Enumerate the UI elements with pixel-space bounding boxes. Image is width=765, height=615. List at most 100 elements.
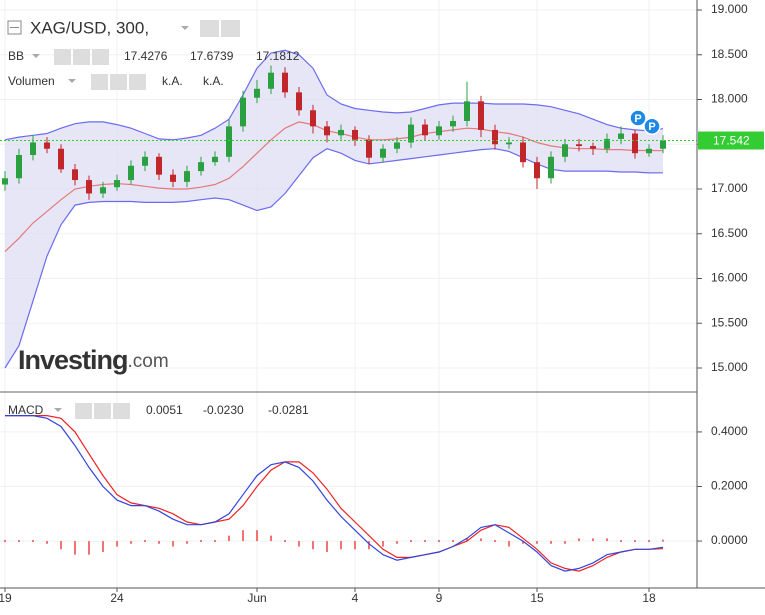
bb-readout: 17.6739 bbox=[190, 49, 234, 63]
candle-body bbox=[128, 165, 134, 181]
candle-body bbox=[100, 187, 106, 194]
candle-body bbox=[520, 142, 526, 163]
y-tick-label: 18.500 bbox=[711, 47, 748, 61]
event-marker bbox=[643, 117, 661, 136]
candle-body bbox=[478, 101, 484, 130]
candle-body bbox=[450, 120, 456, 127]
bb-readout: 17.1812 bbox=[256, 49, 300, 63]
histogram-bar bbox=[186, 541, 188, 544]
histogram-bar bbox=[326, 541, 328, 552]
eye-icon[interactable] bbox=[54, 49, 71, 65]
histogram-bar bbox=[200, 540, 202, 543]
settings-icon[interactable] bbox=[221, 20, 240, 37]
y-tick-label: 16.000 bbox=[711, 271, 748, 285]
histogram-bar bbox=[396, 541, 398, 544]
candle-body bbox=[156, 156, 162, 175]
eye-icon[interactable] bbox=[200, 20, 219, 37]
x-tick-label: 4 bbox=[352, 591, 359, 605]
histogram-bar bbox=[102, 541, 104, 552]
macd-readout: 0.0051 bbox=[146, 403, 183, 417]
histogram-bar bbox=[508, 541, 510, 547]
histogram-bar bbox=[242, 530, 244, 542]
dropdown-arrow[interactable] bbox=[32, 54, 40, 58]
candle-body bbox=[604, 138, 610, 149]
candle-body bbox=[436, 126, 442, 136]
histogram-bar bbox=[494, 540, 496, 543]
candle-body bbox=[30, 142, 36, 155]
y-tick-label: 15.500 bbox=[711, 315, 748, 329]
histogram-bar bbox=[410, 540, 412, 543]
histogram-bar bbox=[564, 541, 566, 544]
histogram-bar bbox=[354, 541, 356, 550]
histogram-bar bbox=[522, 541, 524, 544]
histogram-bar bbox=[662, 539, 664, 542]
close-icon[interactable] bbox=[113, 403, 130, 419]
dropdown-arrow[interactable] bbox=[54, 408, 62, 412]
candle-body bbox=[44, 142, 50, 149]
close-icon[interactable] bbox=[92, 49, 109, 65]
x-tick-label: 24 bbox=[110, 591, 124, 605]
candle-body bbox=[296, 92, 302, 111]
candle-body bbox=[198, 162, 204, 172]
candle-body bbox=[632, 133, 638, 154]
y-tick-label: 18.000 bbox=[711, 92, 748, 106]
candle-body bbox=[618, 133, 624, 139]
y-tick-label: 15.000 bbox=[711, 360, 748, 374]
dropdown-arrow[interactable] bbox=[68, 79, 76, 83]
y-tick-label: 19.000 bbox=[711, 2, 748, 16]
histogram-bar bbox=[18, 540, 20, 543]
candle-body bbox=[352, 129, 358, 140]
candle-body bbox=[380, 148, 386, 158]
candle-body bbox=[338, 129, 344, 136]
x-tick-label: Jun bbox=[247, 591, 266, 605]
collapse-icon[interactable] bbox=[7, 20, 22, 35]
last-price-tag bbox=[698, 131, 764, 150]
histogram-bar bbox=[74, 541, 76, 555]
last-price-label: 17.542 bbox=[713, 134, 750, 148]
candle-body bbox=[506, 142, 512, 145]
histogram-bar bbox=[312, 541, 314, 550]
x-tick-label: 9 bbox=[436, 591, 443, 605]
candle-body bbox=[646, 148, 652, 154]
close-icon[interactable] bbox=[129, 74, 146, 90]
histogram-bar bbox=[4, 540, 6, 543]
y-tick-label: 0.4000 bbox=[711, 424, 748, 438]
candle-body bbox=[86, 180, 92, 194]
candle-body bbox=[142, 156, 148, 166]
candle-body bbox=[2, 178, 8, 185]
candle-body bbox=[366, 139, 372, 158]
macd-readout: -0.0230 bbox=[203, 403, 244, 417]
macd-label: MACD bbox=[8, 403, 44, 417]
histogram-bar bbox=[466, 538, 468, 542]
candle-body bbox=[114, 180, 120, 188]
candle-body bbox=[464, 101, 470, 121]
y-tick-label: 0.0000 bbox=[711, 533, 748, 547]
band-upper bbox=[4, 49, 664, 141]
volume-readout: k.A. bbox=[162, 74, 183, 88]
macd-line bbox=[5, 415, 664, 572]
candle-body bbox=[422, 124, 428, 136]
histogram-bar bbox=[480, 538, 482, 542]
eye-icon[interactable] bbox=[91, 74, 108, 90]
dropdown-arrow[interactable] bbox=[181, 26, 189, 30]
histogram-bar bbox=[382, 541, 384, 547]
x-tick-label: 19 bbox=[0, 591, 12, 605]
settings-icon[interactable] bbox=[73, 49, 90, 65]
settings-icon[interactable] bbox=[94, 403, 111, 419]
histogram-bar bbox=[606, 538, 608, 542]
candle-body bbox=[282, 72, 288, 93]
candle-body bbox=[184, 171, 190, 182]
histogram-bar bbox=[88, 541, 90, 555]
histogram-bar bbox=[60, 541, 62, 550]
bb-readout: 17.4276 bbox=[124, 49, 168, 63]
candle-body bbox=[534, 162, 540, 179]
eye-icon[interactable] bbox=[75, 403, 92, 419]
candle-body bbox=[212, 156, 218, 163]
event-marker bbox=[629, 109, 647, 127]
candle-body bbox=[226, 126, 232, 157]
candle-body bbox=[254, 88, 260, 98]
macd-readout: -0.0281 bbox=[268, 403, 309, 417]
settings-icon[interactable] bbox=[110, 74, 127, 90]
front-layer: 15.00015.50016.00016.50017.00017.50018.0… bbox=[0, 2, 764, 605]
